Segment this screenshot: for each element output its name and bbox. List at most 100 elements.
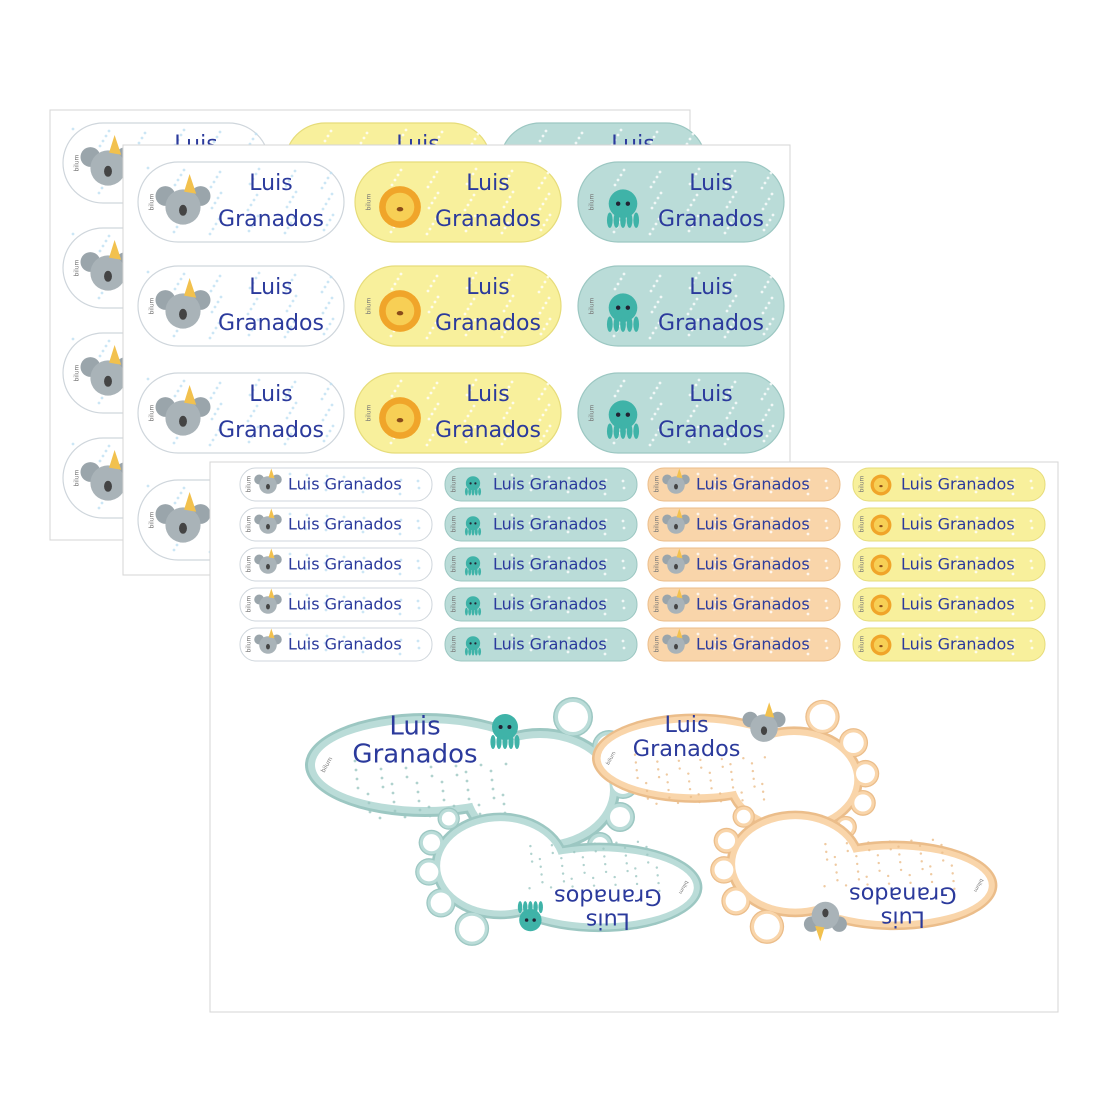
pattern-dot — [730, 174, 734, 178]
pattern-dot — [730, 385, 734, 389]
pattern-dot — [931, 838, 935, 842]
pattern-dot — [686, 312, 690, 316]
pattern-dot — [146, 166, 150, 170]
lion-face — [385, 296, 415, 326]
pattern-dot — [331, 213, 335, 217]
pattern-dot — [973, 563, 977, 567]
pattern-dot — [342, 515, 346, 519]
pattern-dot — [878, 869, 881, 872]
pattern-dot — [656, 760, 659, 763]
pattern-dot — [529, 844, 532, 848]
pattern-dot — [217, 428, 221, 432]
pattern-dot — [210, 310, 214, 314]
pattern-dot — [585, 564, 589, 568]
pattern-dot — [544, 197, 548, 201]
pattern-dot — [97, 506, 101, 510]
pattern-dot — [761, 311, 765, 315]
name-sticker-small: bilum Luis Granados — [239, 547, 433, 582]
pattern-dot — [509, 607, 513, 611]
pattern-dot — [501, 288, 505, 292]
pattern-dot — [209, 185, 213, 189]
pattern-dot — [865, 875, 868, 879]
pattern-dot — [760, 186, 764, 190]
pattern-dot — [293, 127, 297, 131]
pattern-dot — [398, 532, 402, 536]
pattern-dot — [910, 839, 913, 842]
pattern-dot — [857, 878, 861, 881]
pattern-dot — [727, 179, 731, 183]
pattern-dot — [256, 425, 260, 429]
octopus-eye — [469, 482, 472, 485]
pattern-dot — [431, 433, 435, 437]
pattern-dot — [585, 644, 589, 648]
pattern-dot — [360, 643, 364, 647]
octopus-arm — [528, 901, 533, 914]
sticker-shape — [444, 547, 638, 582]
pattern-dot — [561, 864, 564, 868]
pattern-dot — [441, 789, 445, 793]
koala-nose — [266, 523, 270, 530]
pattern-dot — [501, 793, 505, 797]
pattern-dot — [731, 786, 735, 789]
pattern-dot — [399, 518, 403, 522]
sticker-shape — [852, 507, 1046, 542]
pattern-dot — [216, 407, 220, 411]
pattern-dot — [399, 558, 403, 562]
pattern-dot — [491, 787, 495, 791]
pattern-dot — [560, 856, 563, 860]
foot-inner — [440, 821, 561, 911]
pattern-dot — [379, 477, 383, 481]
pattern-dot — [688, 137, 692, 141]
pattern-dot — [175, 436, 179, 440]
pattern-dot — [321, 207, 325, 211]
pattern-dot — [179, 133, 183, 137]
pattern-dot — [567, 476, 571, 480]
pattern-dot — [540, 392, 544, 396]
pattern-dot — [656, 407, 660, 411]
pattern-dot — [1029, 599, 1033, 603]
pattern-dot — [539, 228, 543, 232]
pattern-dot — [284, 184, 288, 188]
pattern-dot — [284, 395, 288, 399]
pattern-dot — [697, 271, 701, 275]
pattern-dot — [437, 212, 441, 216]
pattern-dot — [175, 543, 179, 547]
pattern-dot — [246, 312, 250, 316]
pattern-dot — [208, 443, 212, 447]
sticker-name: Luis Granados — [493, 475, 607, 494]
pattern-dot — [428, 438, 432, 442]
pattern-dot — [100, 501, 104, 505]
octopus-arm — [626, 212, 633, 228]
sticker-first-name: Luis — [249, 382, 292, 407]
brand-label: bilum — [74, 259, 81, 276]
octopus-arm — [613, 316, 620, 332]
pattern-dot — [473, 214, 477, 218]
pattern-dot — [725, 309, 729, 313]
pattern-dot — [537, 186, 541, 190]
pattern-dot — [613, 138, 617, 142]
pattern-dot — [687, 440, 691, 444]
octopus-head — [492, 714, 518, 740]
pattern-dot — [359, 141, 363, 145]
pattern-dot — [291, 406, 295, 410]
pattern-dot — [466, 203, 470, 207]
pattern-dot — [732, 320, 736, 324]
pattern-dot — [290, 385, 294, 389]
pattern-dot — [1029, 479, 1033, 483]
pattern-dot — [530, 634, 534, 638]
pattern-dot — [417, 799, 421, 803]
pattern-dot — [750, 595, 754, 599]
pattern-dot — [255, 297, 259, 301]
pattern-dot — [583, 871, 586, 874]
pattern-dot — [213, 412, 217, 416]
pattern-dot — [619, 277, 623, 281]
pattern-dot — [807, 478, 811, 482]
pattern-dot — [690, 435, 694, 439]
pattern-dot — [427, 805, 431, 809]
pattern-dot — [697, 167, 701, 171]
foot-inner — [422, 834, 441, 852]
octopus-eye — [625, 305, 631, 310]
pattern-dot — [530, 514, 534, 518]
pattern-dot — [325, 327, 329, 331]
